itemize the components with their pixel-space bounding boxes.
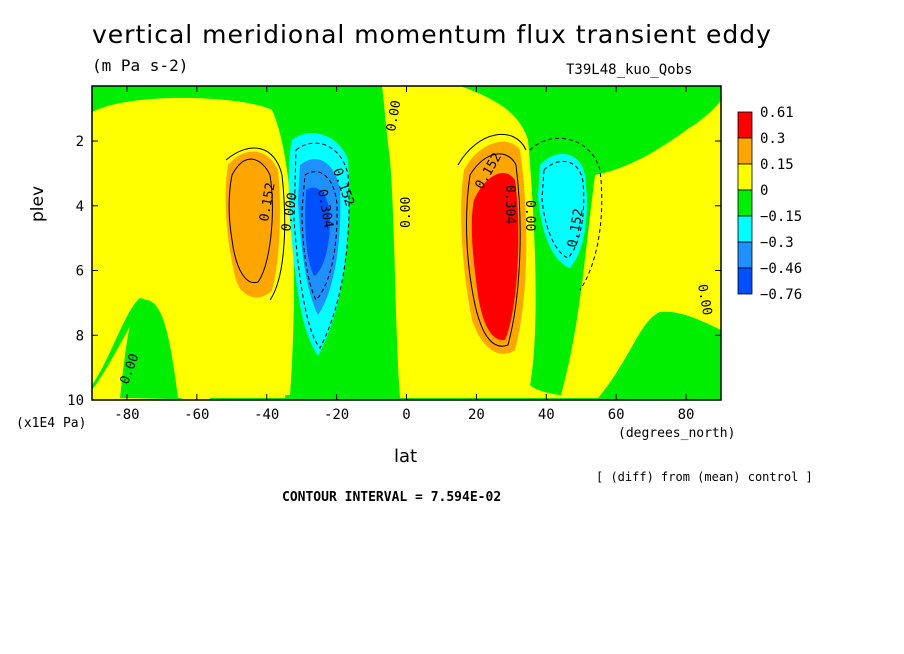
y-tick-label: 2 <box>76 134 84 150</box>
x-axis-label: lat <box>394 446 418 467</box>
contour-label: 0.00 <box>522 200 537 231</box>
legend-swatch <box>737 215 753 243</box>
contour-label: 0.00 <box>399 197 414 228</box>
diff-note: [ (diff) from (mean) control ] <box>596 470 813 484</box>
legend-swatch <box>737 267 753 295</box>
region-positive-max-north <box>471 172 519 341</box>
contour-label: 0.00 <box>384 99 404 132</box>
legend-label: −0.76 <box>760 287 802 303</box>
x-tick-label: -40 <box>254 407 279 423</box>
contour-label: 0.304 <box>502 185 517 224</box>
legend-swatch <box>737 111 753 139</box>
x-tick-label: -60 <box>184 407 209 423</box>
x-tick-label: 60 <box>608 407 625 423</box>
y-axis: 2 4 6 8 10 <box>67 134 721 409</box>
legend-label: −0.15 <box>760 209 802 225</box>
legend-label: 0 <box>760 183 768 199</box>
legend-swatch <box>737 137 753 165</box>
color-legend: 0.61 0.3 0.15 0 −0.15 −0.3 −0.46 −0.76 <box>737 105 802 303</box>
x-tick-label: 40 <box>538 407 555 423</box>
x-axis-units: (degrees_north) <box>618 426 736 441</box>
legend-swatch <box>737 189 753 217</box>
y-tick-label: 4 <box>76 199 84 215</box>
contour-label: 0.000 <box>279 192 301 233</box>
region-negative-max-south <box>305 187 330 276</box>
y-tick-label: 8 <box>76 328 84 344</box>
region-negative-weak-southpole <box>120 299 178 398</box>
legend-label: −0.3 <box>760 235 794 251</box>
legend-label: 0.15 <box>760 157 794 173</box>
x-tick-label: 80 <box>678 407 695 423</box>
contour-field: 0.00 0.152 0.000 0.152 0.304 0.00 0.152 … <box>92 86 721 400</box>
contour-label: 0.00 <box>694 283 714 316</box>
legend-label: 0.3 <box>760 131 785 147</box>
contour-label: 0.152 <box>257 182 279 223</box>
contour-label: 0.304 <box>314 188 336 229</box>
y-tick-label: 10 <box>67 393 84 409</box>
y-tick-label: 6 <box>76 264 84 280</box>
legend-swatch <box>737 241 753 269</box>
contour-label: 0.152 <box>565 208 587 249</box>
x-tick-label: 20 <box>468 407 485 423</box>
legend-swatch <box>737 163 753 191</box>
contour-interval: CONTOUR INTERVAL = 7.594E-02 <box>282 490 502 505</box>
legend-label: −0.46 <box>760 261 802 277</box>
x-tick-label: -20 <box>324 407 349 423</box>
chart-title: vertical meridional momentum flux transi… <box>92 20 772 49</box>
experiment-label: T39L48_kuo_Qobs <box>566 62 693 78</box>
region-negative-weak-arctic <box>548 86 721 133</box>
x-tick-label: -80 <box>114 407 139 423</box>
region-negative-mid-north <box>538 153 587 268</box>
chart-units: (m Pa s-2) <box>92 56 189 75</box>
y-axis-units: (x1E4 Pa) <box>16 416 87 431</box>
x-tick-label: 0 <box>402 407 410 423</box>
x-axis: -80 -60 -40 -20 0 20 40 60 80 <box>114 86 694 423</box>
legend-label: 0.61 <box>760 105 794 121</box>
